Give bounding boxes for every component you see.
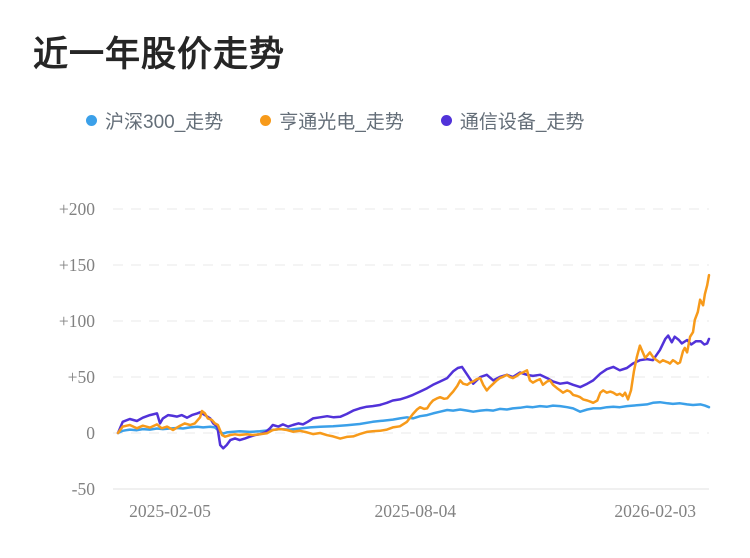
legend-label: 沪深300_走势 <box>105 112 224 133</box>
legend-item-comm-equipment[interactable]: 通信设备_走势 <box>440 107 585 134</box>
y-axis-tick-label: +150 <box>59 255 95 275</box>
legend-dot-purple-icon <box>440 115 452 126</box>
legend-item-hs300[interactable]: 沪深300_走势 <box>86 107 223 134</box>
page-title: 近一年股价走势 <box>33 35 286 74</box>
y-axis-tick-label: +200 <box>59 199 95 219</box>
series-line-1 <box>116 273 711 440</box>
y-axis-tick-label: +100 <box>59 311 95 331</box>
chart-legend: 沪深300_走势 亨通光电_走势 通信设备_走势 <box>86 107 584 134</box>
y-axis-tick-label: 0 <box>86 423 95 443</box>
y-axis-tick-label: +50 <box>68 367 96 387</box>
legend-dot-orange-icon <box>260 115 272 126</box>
legend-item-hengtong[interactable]: 亨通光电_走势 <box>260 107 404 134</box>
series-line-2 <box>116 334 711 450</box>
x-axis-tick-label: 2026-02-03 <box>614 501 696 521</box>
y-axis-tick-label: -50 <box>72 479 96 499</box>
x-axis-tick-label: 2025-02-05 <box>129 501 211 521</box>
legend-label: 通信设备_走势 <box>459 112 585 133</box>
legend-label: 亨通光电_走势 <box>279 112 404 133</box>
series-line-0 <box>116 400 711 435</box>
legend-dot-blue-icon <box>86 115 97 126</box>
x-axis-tick-label: 2025-08-04 <box>374 501 456 521</box>
